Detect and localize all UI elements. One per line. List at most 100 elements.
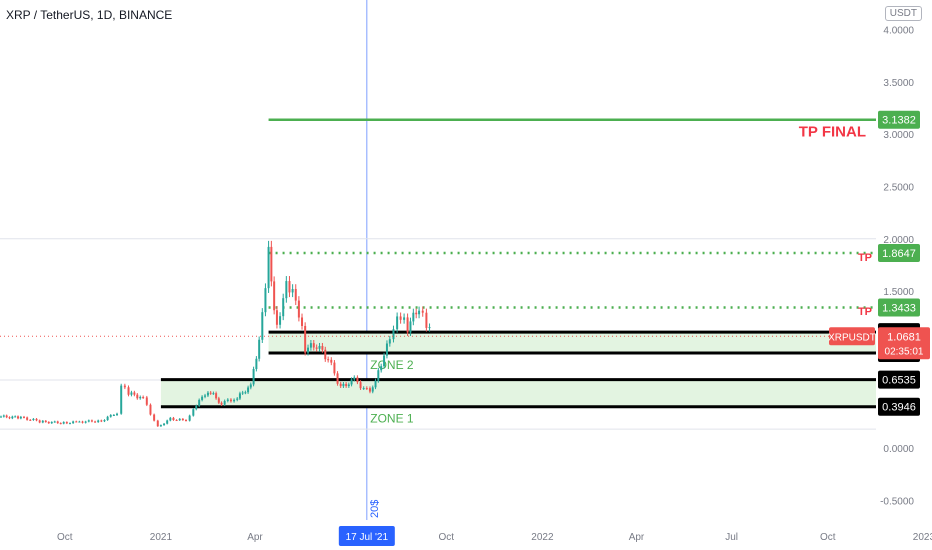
candle-body [145, 397, 148, 405]
x-tick-label: Apr [629, 532, 645, 543]
candle-body [212, 393, 215, 395]
candle-body [255, 358, 258, 370]
y-tick-label: 2.0000 [883, 235, 914, 246]
candle-body [169, 417, 172, 421]
candle-body [5, 415, 8, 418]
candle-body [181, 418, 184, 421]
candle-body [47, 421, 50, 424]
candle-body [209, 392, 212, 394]
currency-button[interactable]: USDT [884, 6, 922, 21]
candle-body [229, 399, 232, 402]
candle-body [267, 246, 270, 289]
candle-body [26, 417, 29, 420]
candle-body [347, 384, 350, 387]
candle-body [112, 415, 115, 417]
level-axis-badge-label: 3.1382 [882, 115, 916, 127]
candle-body [159, 425, 162, 427]
x-tick-label: Oct [57, 532, 73, 543]
level-axis-badge [878, 110, 920, 129]
candle-body [8, 417, 11, 419]
candle-body [233, 399, 236, 402]
candle-body [120, 385, 123, 414]
symbol-badge [829, 327, 875, 346]
candle-body [204, 395, 207, 397]
candle-body [285, 281, 288, 299]
candle-body [32, 418, 35, 421]
candle-body [252, 369, 255, 385]
candle-body [412, 312, 415, 322]
candle-body [22, 416, 25, 418]
candle-body [312, 343, 315, 348]
candle-body [275, 310, 278, 325]
candle-body [406, 317, 409, 333]
zone-box [160, 379, 876, 407]
candle-body [399, 316, 402, 320]
candle-body [321, 346, 324, 350]
candle-body [333, 362, 336, 374]
zone-label: ZONE 2 [370, 358, 414, 372]
candle-body [403, 317, 406, 320]
candle-body [304, 325, 307, 353]
candle-body [185, 420, 188, 422]
candle-body [396, 316, 399, 330]
candle-body [62, 422, 65, 424]
x-tick-label: Oct [820, 532, 836, 543]
candle-body [178, 418, 181, 421]
candle-body [270, 246, 273, 282]
tp-annotation: TP [858, 252, 872, 264]
candle-body [201, 396, 204, 400]
candle-body [264, 288, 267, 313]
candle-body [380, 366, 383, 371]
candle-body [421, 310, 424, 313]
candle-body [103, 420, 106, 422]
candle-body [425, 312, 428, 328]
candle-body [136, 394, 139, 399]
y-tick-label: 1.5000 [883, 287, 914, 298]
candle-body [172, 417, 175, 421]
candle-body [238, 393, 241, 399]
crosshair-date-badge [338, 526, 395, 546]
level-axis-badge [878, 298, 920, 317]
chart-title: XRP / TetherUS, 1D, BINANCE [6, 8, 173, 22]
level-axis-badge-label: 1.8647 [882, 248, 916, 260]
candle-body [127, 387, 130, 395]
candle-body [81, 421, 84, 423]
candle-body [198, 399, 201, 406]
level-axis-badge [878, 243, 920, 262]
candle-body [17, 416, 20, 419]
zone-box [268, 332, 876, 353]
candle-body [365, 388, 368, 390]
candle-body [327, 359, 330, 361]
candle-body [166, 420, 169, 424]
candle-body [226, 399, 229, 401]
candle-body [106, 416, 109, 421]
candle-body [249, 384, 252, 388]
candle-body [318, 346, 321, 349]
candle-body [192, 409, 195, 416]
candle-body [188, 415, 191, 421]
candle-body [392, 329, 395, 340]
candle-body [109, 415, 112, 417]
candle-body [100, 420, 103, 422]
y-tick-label: 3.5000 [883, 78, 914, 89]
candle-body [368, 388, 371, 392]
x-tick-label: Jul [725, 532, 738, 543]
zone-axis-badge [878, 370, 920, 389]
candle-body [273, 281, 276, 311]
candle-body [261, 312, 264, 340]
y-tick-label: -0.5000 [880, 496, 914, 507]
candle-body [350, 379, 353, 385]
zone-axis-badge [878, 397, 920, 416]
candle-body [14, 416, 17, 418]
candle-body [223, 400, 226, 405]
candle-body [359, 382, 362, 389]
candle-body [142, 397, 145, 399]
candle-body [84, 421, 87, 423]
candle-body [116, 413, 119, 416]
x-tick-label: 2022 [531, 532, 554, 543]
last-price-label: 1.0681 [887, 331, 921, 343]
candle-body [149, 404, 152, 415]
candle-body [133, 392, 136, 395]
candle-body [11, 416, 14, 419]
